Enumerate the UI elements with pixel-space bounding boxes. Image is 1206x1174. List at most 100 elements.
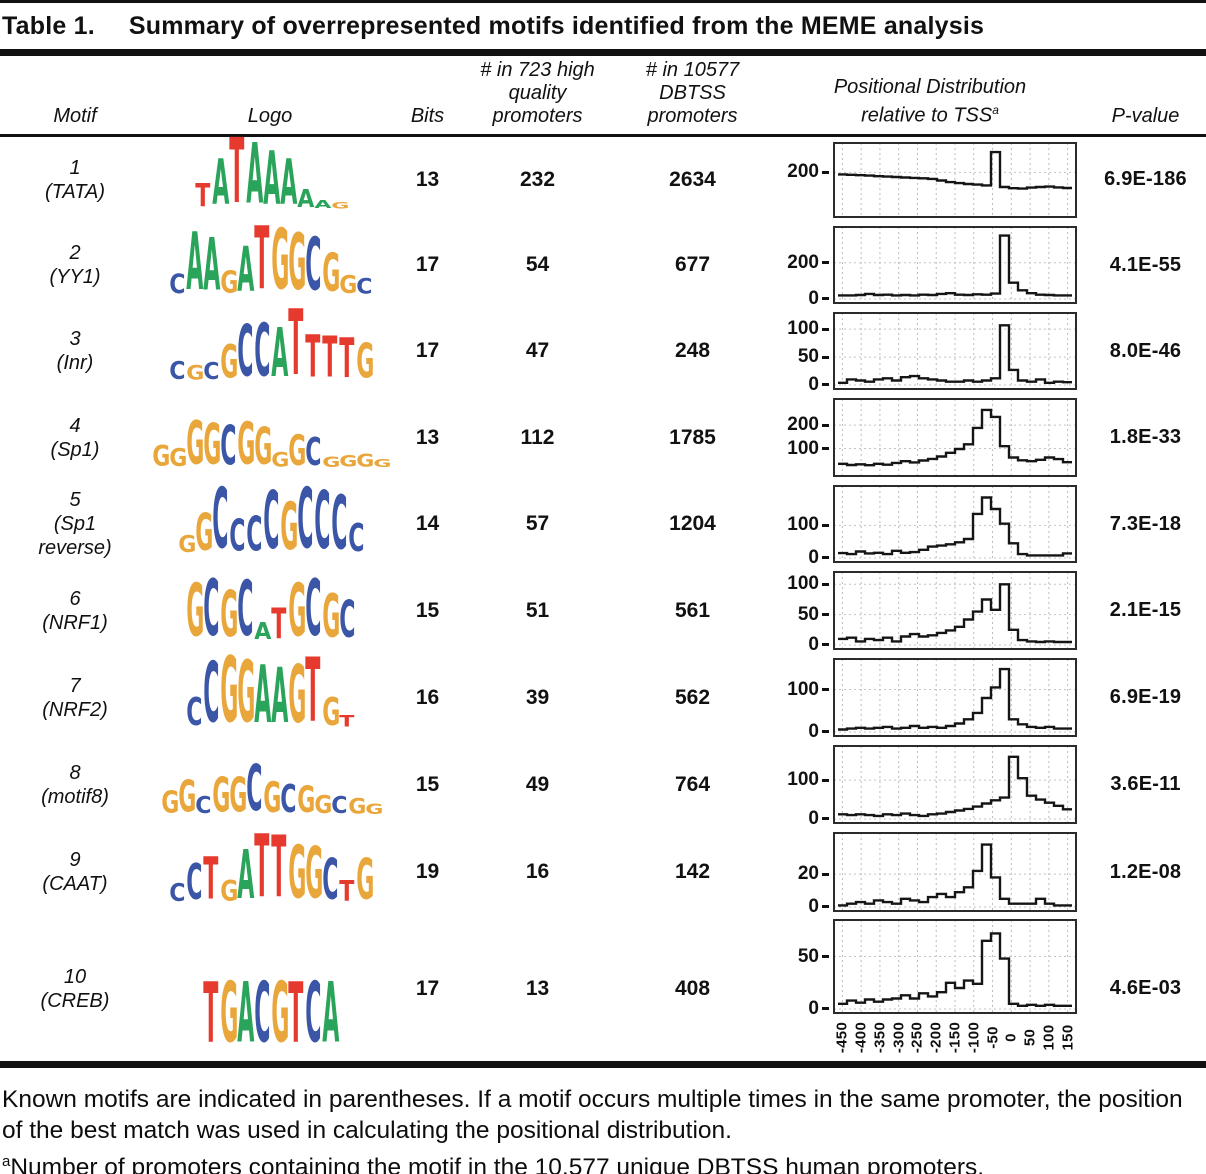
logo-letter: G	[339, 270, 358, 300]
positional-plot-canvas	[833, 919, 1077, 1014]
pvalue: 3.6E-11	[1110, 773, 1181, 795]
bits-value: 17	[415, 339, 440, 362]
y-axis-label: 200	[777, 252, 829, 274]
logo-letter: C	[194, 792, 212, 820]
positional-plot-canvas	[833, 832, 1077, 912]
logo-letter: C	[313, 477, 331, 570]
y-axis-label: 0	[777, 288, 829, 310]
motif-label: 7 (NRF2)	[0, 674, 150, 722]
positional-distribution-plot: 200 100	[775, 394, 1085, 481]
motif-label: 3 (Inr)	[0, 327, 150, 375]
logo-letter: A	[203, 225, 221, 309]
logo-letter: T	[339, 712, 355, 732]
logo-letter: C	[186, 856, 203, 913]
plot-frame	[833, 485, 1077, 568]
positional-plot-canvas	[833, 312, 1077, 390]
logo-letter: G	[177, 773, 196, 824]
motif-label: 1 (TATA)	[0, 156, 150, 204]
y-axis-label: 100	[777, 318, 829, 340]
logo-letter: C	[220, 416, 237, 479]
motif-name: (Sp1	[53, 513, 97, 535]
logo-letter: G	[237, 646, 256, 745]
top-rule	[0, 49, 1206, 56]
pvalue: 4.1E-55	[1109, 253, 1182, 276]
pvalue: 7.3E-18	[1109, 512, 1182, 535]
logo-letter: C	[203, 358, 220, 386]
logo-letter: G	[203, 414, 222, 479]
high-quality-count: 13	[525, 976, 550, 1000]
logo-letter: C	[254, 968, 271, 1064]
x-axis-label: 100	[1040, 1024, 1058, 1051]
motif-name: (CAAT)	[42, 873, 108, 895]
logo-letter: T	[339, 329, 355, 392]
motif-label: 10 (CREB)	[0, 965, 150, 1013]
logo-letter: G	[220, 875, 239, 909]
motif-number: 4	[69, 414, 81, 437]
logo-letter: G	[356, 450, 375, 472]
logo-letter: C	[237, 568, 254, 656]
footnote-a: aNumber of promoters containing the moti…	[2, 1153, 985, 1174]
logo-letter: C	[245, 754, 263, 828]
motif-number: 9	[69, 849, 81, 871]
logo-letter: G	[220, 641, 239, 746]
logo-letter: C	[279, 778, 297, 823]
logo-letter: T	[339, 875, 355, 909]
dbtss-count: 677	[674, 253, 711, 276]
bits-value: 16	[415, 685, 440, 709]
logo-letter: G	[177, 531, 196, 559]
logo-letter: G	[271, 968, 290, 1064]
high-quality-count: 16	[525, 860, 550, 883]
motif-number: 2	[69, 242, 81, 264]
y-axis-label: 0	[777, 374, 829, 396]
motif-label: 6 (NRF1)	[0, 587, 150, 635]
column-headers: Motif Logo Bits # in 723 high quality pr…	[0, 56, 1206, 134]
logo-letter: G	[271, 215, 290, 311]
motif-label: 5 (Sp1 reverse)	[0, 488, 150, 560]
logo-letter: G	[186, 410, 205, 480]
y-axis-label: 100	[777, 514, 829, 536]
logo-letter: C	[339, 592, 356, 651]
logo-letter: A	[245, 129, 263, 225]
logo-letter: A	[296, 185, 314, 214]
positional-plot-canvas	[833, 658, 1077, 737]
dbtss-count: 2634	[669, 167, 716, 191]
positional-distribution-plot: 200 0	[775, 222, 1085, 310]
logo-letter: A	[254, 651, 272, 744]
bits-value: 17	[415, 253, 440, 276]
logo-letter: C	[186, 691, 203, 736]
dbtss-count: 562	[674, 685, 711, 709]
y-axis-label: 0	[777, 896, 829, 918]
plot-frame	[833, 142, 1077, 223]
motif-name: (Inr)	[56, 352, 94, 374]
logo-letter: C	[169, 356, 186, 386]
header-dbtss: # in 10577 DBTSS promoters	[645, 59, 740, 127]
dbtss-count: 1785	[669, 425, 716, 449]
y-axis-label: 50	[777, 346, 829, 368]
bits-value: 14	[415, 512, 440, 535]
y-axis-label: 0	[777, 721, 829, 743]
motif-number: 6	[69, 587, 81, 610]
logo-letter: T	[271, 821, 287, 920]
pvalue: 8.0E-46	[1109, 339, 1182, 362]
logo-letter: T	[322, 327, 338, 392]
x-axis-label: -400	[852, 1021, 870, 1054]
positional-distribution-plot: 100 0	[775, 741, 1085, 829]
logo-letter: A	[211, 149, 229, 221]
logo-letter: C	[169, 269, 186, 301]
logo-letter: G	[288, 428, 307, 476]
logo-letter: G	[220, 968, 239, 1064]
x-axis-label: -350	[871, 1021, 889, 1054]
header-high-quality: # in 723 high quality promoters	[480, 59, 595, 127]
